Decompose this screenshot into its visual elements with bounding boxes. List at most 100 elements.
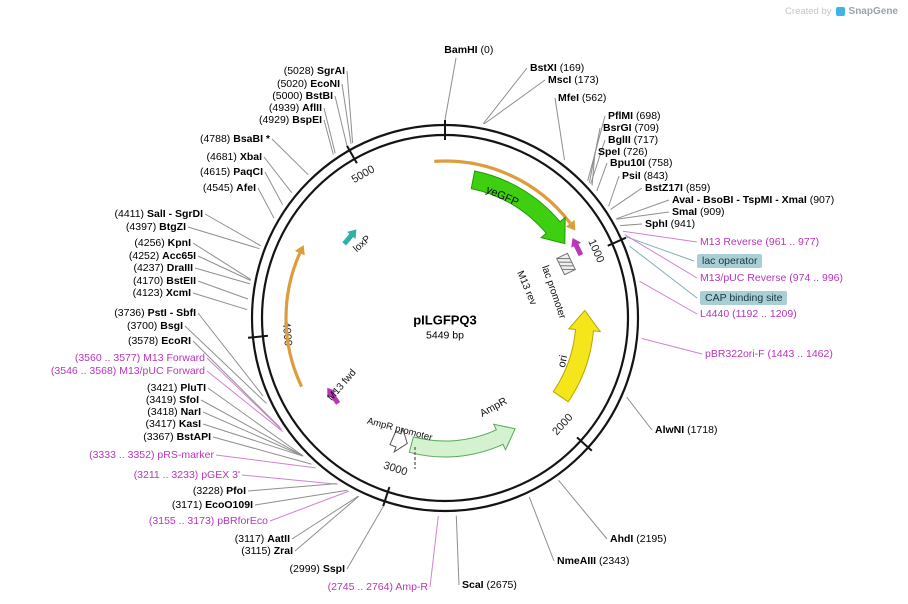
map-label-lac-operator: lac operator	[697, 254, 763, 268]
label-name: Amp-R	[395, 581, 428, 593]
map-label-sali-sgrdi: (4411) SalI - SgrDI	[114, 208, 203, 220]
leader-line	[528, 496, 555, 562]
label-name: XcmI	[165, 287, 191, 299]
label-position: (4615)	[199, 166, 231, 178]
label-position: (169)	[559, 62, 585, 74]
orf-arrowhead	[565, 219, 576, 231]
map-label-m13-reverse: M13 Reverse (961 .. 977)	[700, 236, 819, 248]
leader-line	[341, 83, 352, 144]
scale-tick	[576, 436, 593, 452]
label-name: BsgI	[160, 320, 183, 332]
feature-ampr	[408, 423, 516, 458]
map-label-pbrforeco: (3155 .. 3173) pBRforEco	[149, 515, 268, 527]
label-position: (859)	[685, 182, 711, 194]
label-name: AlwNI	[655, 424, 685, 436]
leader-line	[291, 495, 359, 540]
plasmid-title-block: pILGFPQ3 5449 bp	[413, 313, 477, 342]
orf-arc	[284, 252, 304, 388]
label-position: (3419)	[145, 394, 177, 406]
label-name: L4440	[700, 308, 730, 320]
label-name: Acc65I	[162, 250, 196, 262]
leader-line	[200, 399, 304, 457]
feature-label-ampr: AmpR	[478, 395, 510, 420]
label-position: (4256)	[134, 237, 165, 249]
orf-arc	[434, 159, 572, 225]
leader-line	[455, 515, 460, 586]
map-label-bsgi: (3700) BsgI	[127, 320, 183, 332]
leader-line	[346, 70, 354, 143]
label-name: PaqCI	[233, 166, 263, 178]
map-label-xcmi: (4123) XcmI	[133, 287, 191, 299]
leader-line	[591, 151, 596, 186]
map-label-xbai: (4681) XbaI	[207, 151, 262, 163]
label-name: BamHI	[444, 44, 478, 56]
map-label-amp-r: (2745 .. 2764) Amp-R	[328, 581, 428, 593]
map-label-bsrgi: BsrGI (709)	[603, 122, 659, 134]
map-label-psii: PsiI (843)	[622, 170, 668, 182]
map-label-ecoo109i: (3171) EcoO109I	[172, 499, 253, 511]
map-label-pgex-3: (3211 .. 3233) pGEX 3'	[134, 469, 240, 481]
map-label-kasi: (3417) KasI	[146, 418, 201, 430]
label-position: (3417)	[145, 418, 176, 430]
map-label-bstxi: BstXI (169)	[530, 62, 584, 74]
scale-tick-label: 3000	[382, 460, 409, 479]
label-name: PflMI	[608, 110, 634, 122]
map-label-nari: (3418) NarI	[147, 406, 201, 418]
feature-label-m13-rev: M13 rev	[514, 269, 538, 307]
label-name: SmaI	[672, 206, 698, 218]
label-name: DraIII	[166, 262, 193, 274]
leader-line	[202, 423, 304, 457]
scale-tick	[247, 334, 268, 339]
map-label-pbr322ori-f: pBR322ori-F (1443 .. 1462)	[705, 348, 833, 360]
map-label-alwni: AlwNI (1718)	[655, 424, 717, 436]
label-name: AhdI	[610, 533, 634, 545]
label-position: (4170)	[132, 275, 164, 287]
leader-line	[202, 411, 304, 457]
label-name: BsrGI	[603, 122, 632, 134]
leader-line	[206, 370, 284, 432]
label-name: PsiI	[622, 170, 641, 182]
label-name: ZraI	[273, 545, 293, 557]
plasmid-size: 5449 bp	[426, 329, 464, 342]
label-name: M13 Forward	[143, 352, 205, 364]
label-name: pBRforEco	[217, 515, 268, 527]
map-label-m13-puc-reverse: M13/pUC Reverse (974 .. 996)	[700, 272, 843, 284]
label-name: KpnI	[167, 237, 191, 249]
label-name: AfeI	[236, 182, 256, 194]
label-name: SfoI	[179, 394, 199, 406]
map-label-acc65i: (4252) Acc65I	[129, 250, 196, 262]
map-label-scai: ScaI (2675)	[462, 579, 517, 591]
label-name: BstAPI	[176, 431, 211, 443]
map-label-kpni: (4256) KpnI	[134, 237, 191, 249]
map-label-nmeaiii: NmeAIII (2343)	[557, 555, 629, 567]
leader-line	[596, 162, 608, 192]
label-position: (3418)	[147, 406, 178, 418]
label-name: BstEII	[166, 275, 196, 287]
map-label-sspi: (2999) SspI	[290, 563, 345, 575]
leader-line	[558, 479, 608, 540]
leader-line	[187, 226, 260, 250]
label-name: M13/pUC Reverse	[700, 272, 787, 284]
label-position: (2745 .. 2764)	[327, 581, 393, 593]
label-name: pBR322ori-F	[705, 348, 765, 360]
map-label-ahdi: AhdI (2195)	[610, 533, 667, 545]
label-name: BsaBI *	[233, 133, 270, 145]
map-label-cap-binding-site: CAP binding site	[700, 291, 788, 305]
label-name: PstI - SbfI	[147, 307, 196, 319]
map-label-draiii: (4237) DraIII	[133, 262, 193, 274]
leader-line	[334, 95, 348, 147]
label-name: BtgZI	[159, 221, 186, 233]
leader-line	[247, 483, 337, 492]
map-label-ecori: (3578) EcoRI	[128, 335, 191, 347]
label-position: (941)	[670, 218, 696, 230]
leader-line	[192, 292, 248, 311]
leader-line	[626, 396, 653, 431]
label-position: (3546 .. 3568)	[50, 365, 117, 377]
label-name: NmeAIII	[557, 555, 597, 567]
leader-line	[639, 280, 698, 315]
label-position: (3421)	[147, 382, 178, 394]
leader-line	[294, 495, 360, 552]
map-label-bspei: (4929) BspEI	[259, 114, 322, 126]
leader-line	[608, 175, 620, 207]
label-name: lac operator	[702, 255, 758, 267]
